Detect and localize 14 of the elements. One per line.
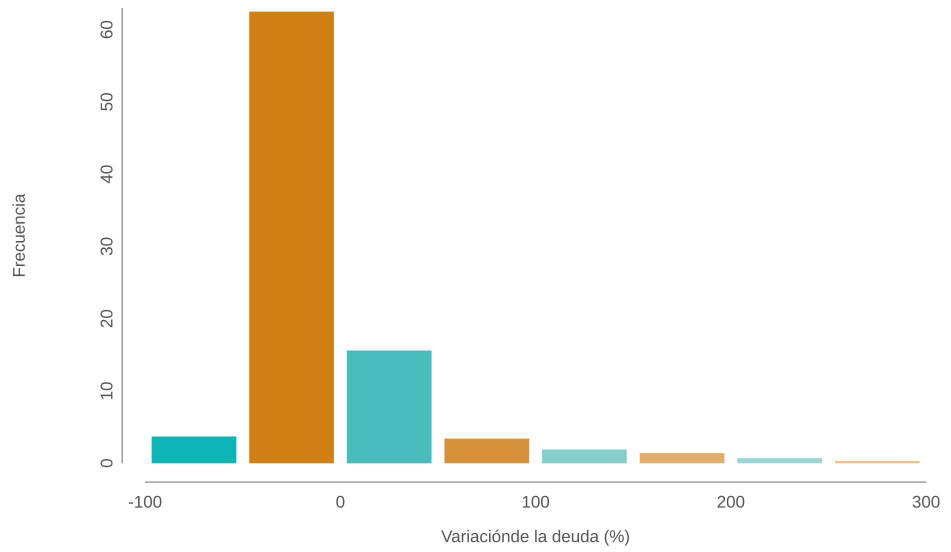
- y-tick-label: 50: [100, 93, 113, 111]
- x-tick-label: 200: [718, 496, 744, 508]
- x-tick-label: 100: [522, 496, 550, 508]
- x-axis-title: Variaciónde la deuda (%): [441, 530, 629, 546]
- y-tick-label: 60: [100, 20, 113, 38]
- x-tick-label: 300: [912, 496, 940, 508]
- x-tick-label: 0: [336, 496, 344, 508]
- y-axis-title: Frecuencia: [12, 194, 25, 276]
- y-tick-label: 10: [100, 382, 113, 400]
- y-tick-label: 40: [100, 166, 113, 184]
- y-tick-label: 0: [100, 459, 113, 468]
- x-tick-label: -100: [128, 496, 162, 508]
- y-tick-label: 20: [100, 310, 113, 328]
- y-tick-label: 30: [100, 238, 113, 256]
